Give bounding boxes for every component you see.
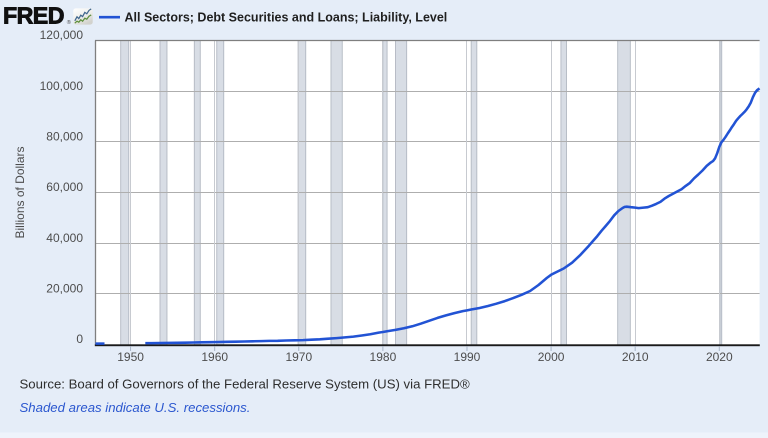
svg-text:1950: 1950 (117, 350, 144, 364)
svg-text:100,000: 100,000 (40, 79, 84, 93)
svg-text:1970: 1970 (285, 350, 312, 364)
svg-text:All Sectors; Debt Securities a: All Sectors; Debt Securities and Loans; … (125, 10, 448, 24)
svg-text:2000: 2000 (538, 350, 565, 364)
svg-text:120,000: 120,000 (40, 28, 84, 42)
svg-text:®: ® (67, 19, 72, 26)
svg-text:FRED: FRED (3, 2, 64, 28)
svg-text:2010: 2010 (622, 350, 649, 364)
svg-text:80,000: 80,000 (46, 130, 83, 144)
svg-text:20,000: 20,000 (46, 282, 83, 296)
svg-text:Source: Board of Governors of: Source: Board of Governors of the Federa… (20, 377, 470, 392)
svg-text:0: 0 (76, 332, 83, 346)
svg-text:1990: 1990 (454, 350, 481, 364)
svg-text:40,000: 40,000 (46, 231, 83, 245)
svg-text:2020: 2020 (706, 350, 733, 364)
svg-text:1960: 1960 (201, 350, 228, 364)
svg-text:60,000: 60,000 (46, 180, 83, 194)
svg-text:Shaded areas indicate U.S. rec: Shaded areas indicate U.S. recessions. (20, 400, 251, 415)
svg-text:1980: 1980 (370, 350, 397, 364)
svg-text:Billions of Dollars: Billions of Dollars (13, 146, 27, 238)
